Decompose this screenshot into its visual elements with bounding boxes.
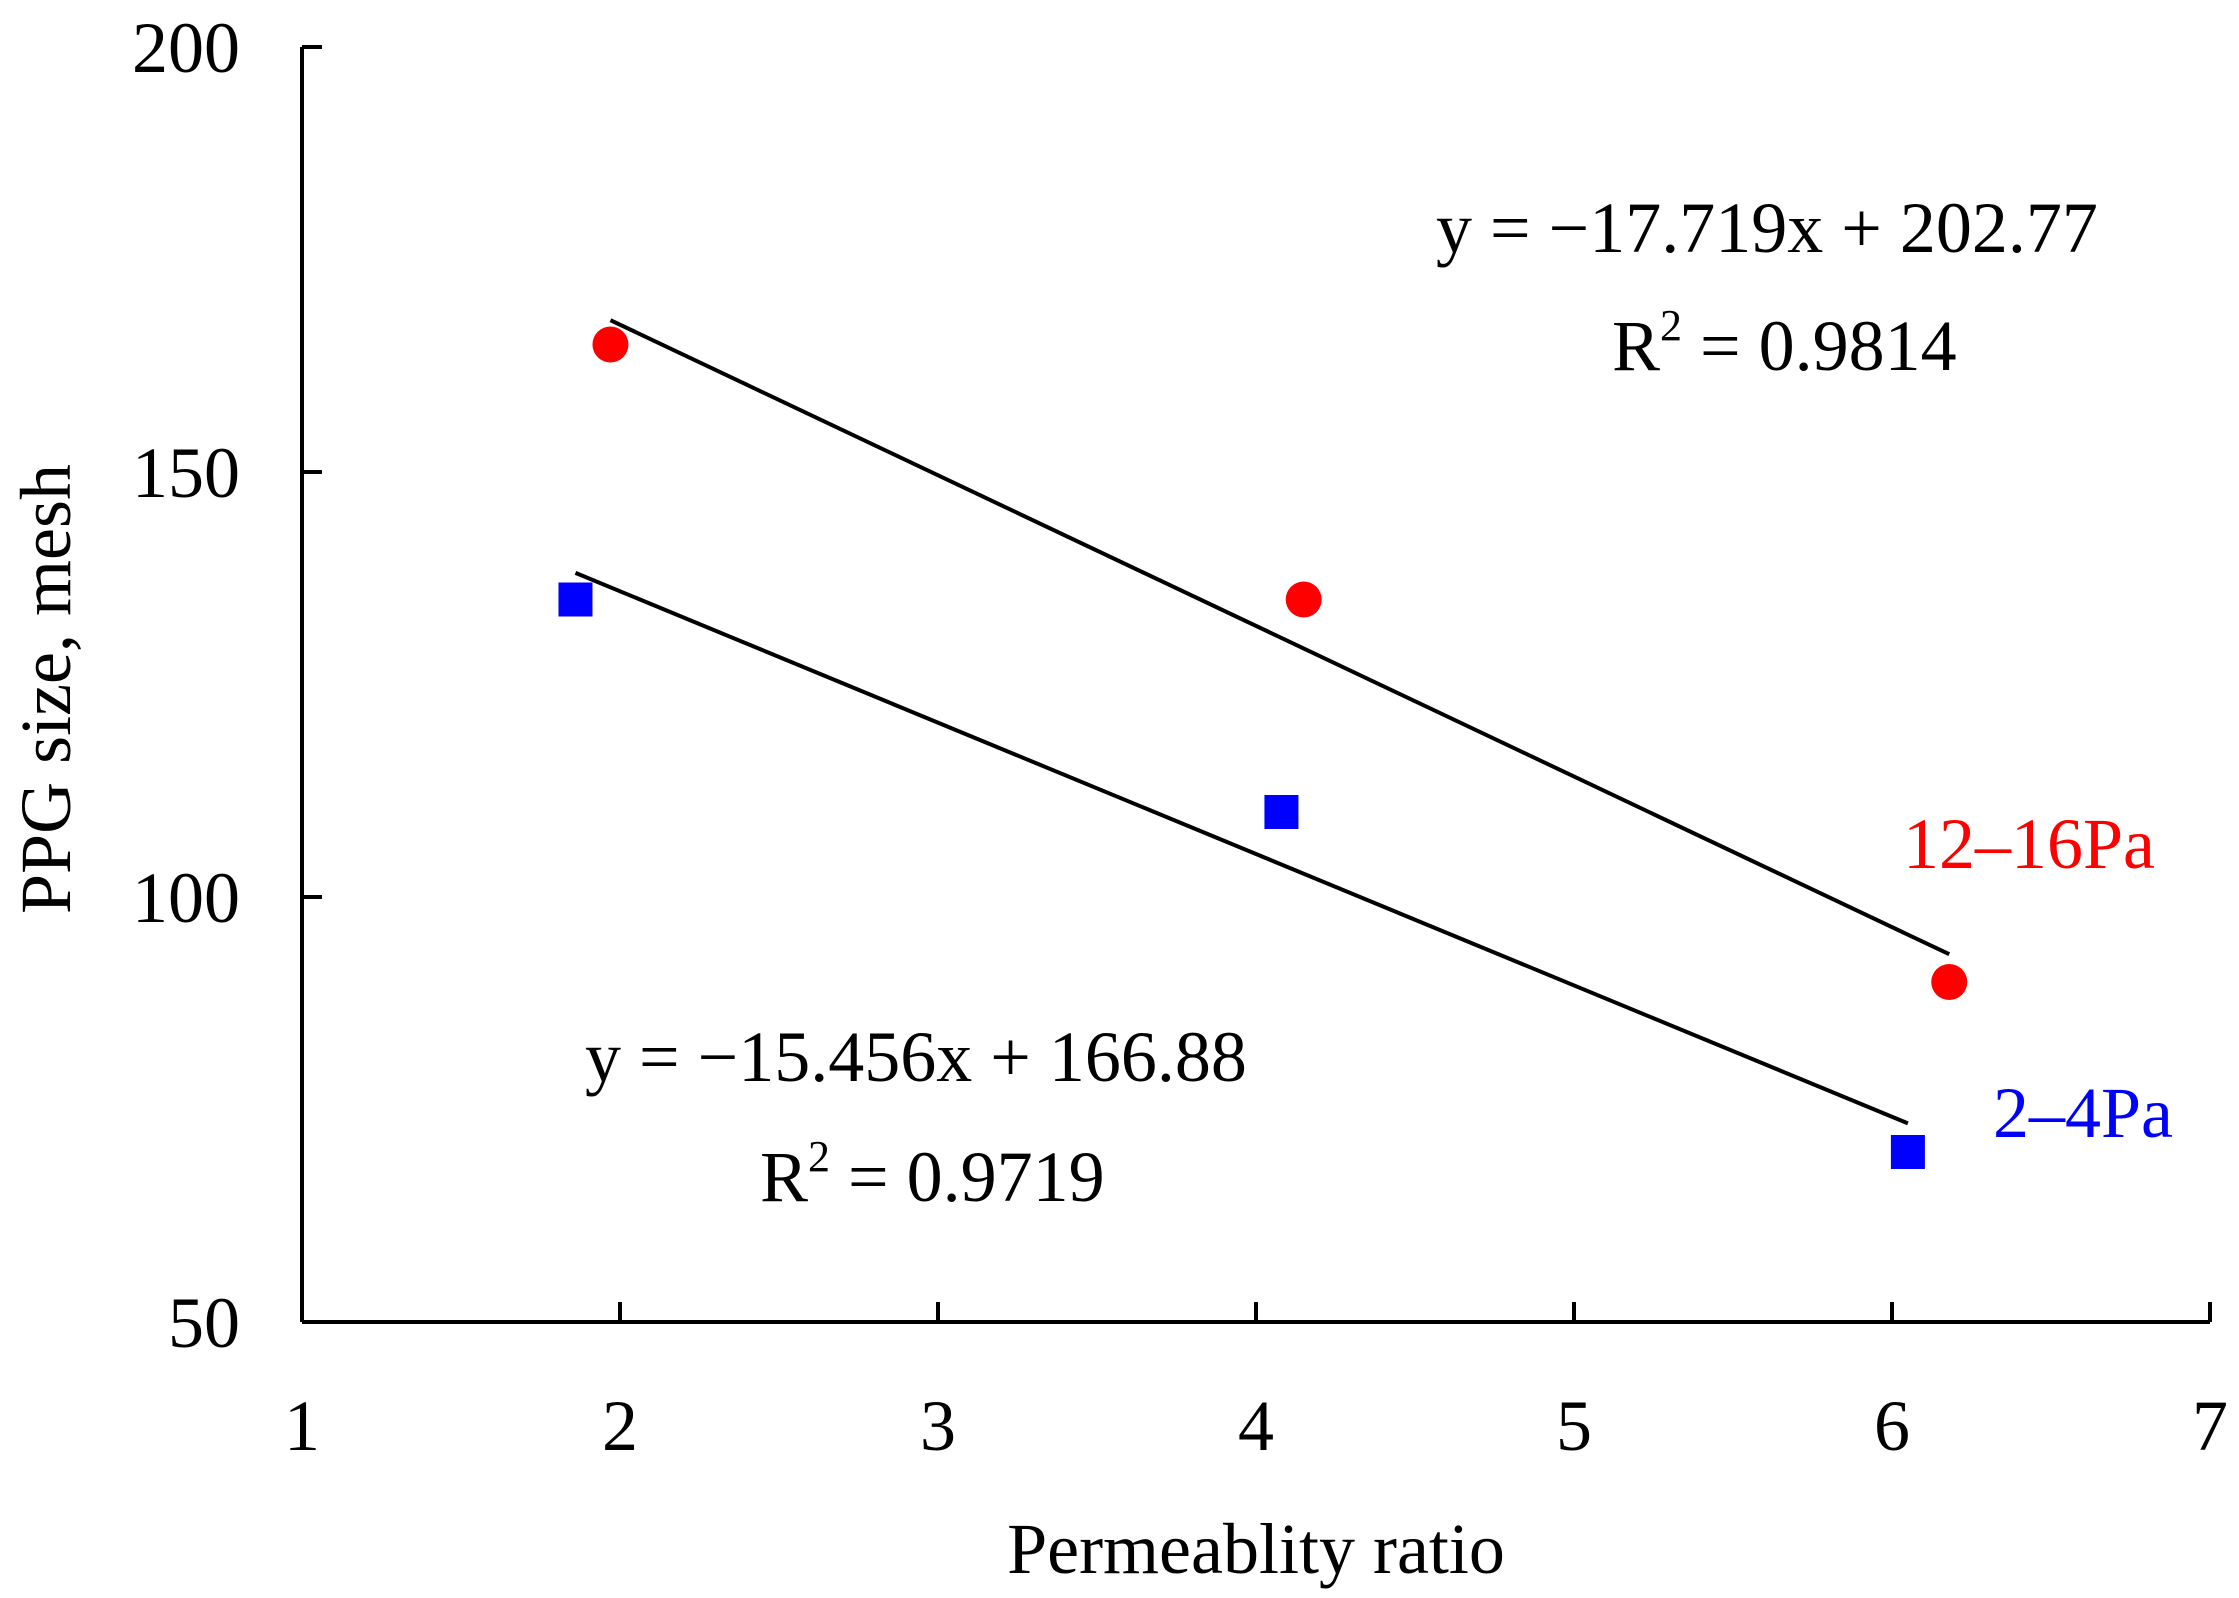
- r2-label: R: [1612, 306, 1660, 386]
- trendline-series-0: [609, 318, 1951, 957]
- r2-value: = 0.9814: [1682, 306, 1957, 386]
- point-square-series-1: [1890, 1135, 1925, 1169]
- y-tick-label: 100: [132, 858, 240, 938]
- data-points: [558, 326, 1968, 1169]
- equation-12-16pa: y = −17.719x + 202.77: [1436, 188, 2098, 268]
- y-axis-title: PPG size, mesh: [6, 464, 86, 914]
- series-label-12-16pa: 12–16Pa: [1903, 804, 2155, 884]
- point-circle-series-0: [1285, 581, 1322, 618]
- x-tick-label: 3: [920, 1386, 956, 1466]
- equation-body: −17.719x + 202.77: [1549, 188, 2098, 268]
- point-circle-series-0: [592, 326, 629, 363]
- equation-prefix: y =: [585, 1017, 698, 1097]
- equation-prefix: y =: [1436, 188, 1549, 268]
- series-label-2-4pa: 2–4Pa: [1993, 1073, 2173, 1153]
- r2-superscript: 2: [808, 1132, 830, 1181]
- trendline-series-1: [574, 571, 1909, 1126]
- x-tick-label: 6: [1874, 1386, 1910, 1466]
- ticks: 1 2 3 4 5 6 7 50 100 150 200: [132, 8, 2228, 1466]
- x-tick-label: 5: [1556, 1386, 1592, 1466]
- r2-2-4pa: R2 = 0.9719: [760, 1132, 1105, 1217]
- x-tick-label: 7: [2192, 1386, 2228, 1466]
- y-tick-label: 200: [132, 8, 240, 88]
- equation-2-4pa: y = −15.456x + 166.88: [585, 1017, 1247, 1097]
- r2-label: R: [760, 1137, 808, 1217]
- y-tick-label: 150: [132, 433, 240, 513]
- x-tick-label: 4: [1238, 1386, 1274, 1466]
- y-tick-label: 50: [168, 1283, 240, 1363]
- trendlines: [574, 318, 1951, 1126]
- point-square-series-1: [558, 582, 593, 617]
- x-tick-label: 1: [284, 1386, 320, 1466]
- r2-12-16pa: R2 = 0.9814: [1612, 301, 1957, 386]
- r2-value: = 0.9719: [830, 1137, 1105, 1217]
- equation-body: −15.456x + 166.88: [698, 1017, 1247, 1097]
- point-circle-series-0: [1931, 964, 1968, 1000]
- r2-superscript: 2: [1660, 301, 1682, 350]
- point-square-series-1: [1264, 795, 1299, 829]
- x-axis-title: Permeablity ratio: [1007, 1509, 1505, 1589]
- x-tick-label: 2: [602, 1386, 638, 1466]
